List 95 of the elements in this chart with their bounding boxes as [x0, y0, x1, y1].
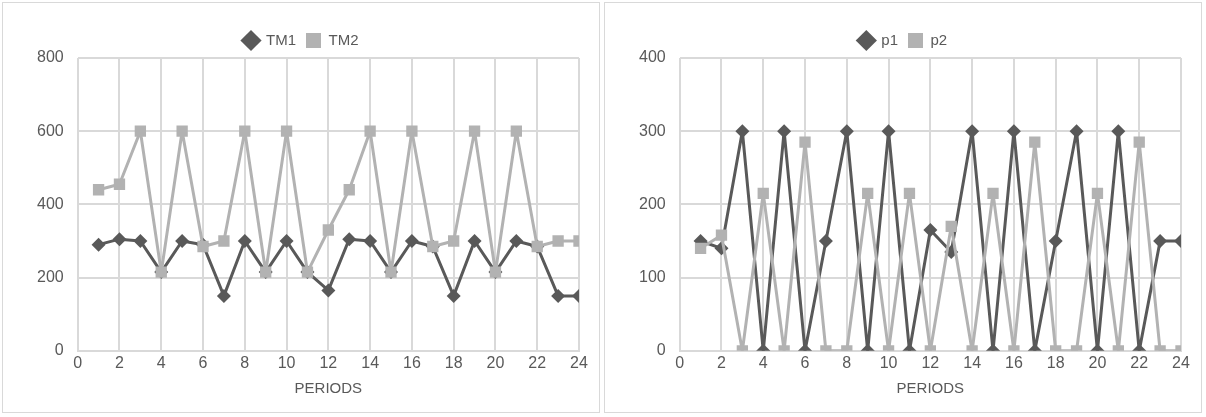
point — [965, 124, 980, 139]
point — [448, 235, 460, 247]
x-tick-label: 18 — [444, 353, 463, 371]
point — [903, 187, 916, 200]
x-tick-label: 2 — [717, 353, 727, 371]
x-tick-label: 16 — [1005, 353, 1023, 371]
x-tick-label: 6 — [800, 353, 810, 371]
y-tick-label: 200 — [638, 194, 666, 212]
point — [218, 235, 230, 247]
point — [987, 187, 999, 200]
x-tick-label: 14 — [963, 353, 982, 371]
point — [1006, 124, 1021, 139]
point — [92, 184, 105, 196]
point — [818, 234, 833, 248]
y-tick-label: 200 — [36, 268, 64, 286]
point — [404, 234, 419, 248]
point — [343, 184, 355, 196]
point — [1029, 136, 1041, 148]
x-tick-label: 0 — [675, 353, 685, 371]
point — [364, 125, 376, 137]
x-tick-label: 12 — [319, 353, 338, 371]
point — [468, 125, 481, 137]
point — [467, 234, 482, 248]
x-tick-label: 24 — [1172, 353, 1190, 371]
point — [239, 125, 251, 137]
x-tick-label: 18 — [1046, 353, 1065, 371]
x-tick-label: 4 — [758, 353, 768, 371]
x-tick-label: 10 — [879, 353, 898, 371]
y-tick-label: 800 — [36, 48, 64, 66]
x-tick-label: 12 — [921, 353, 940, 371]
point — [1048, 234, 1063, 248]
y-tick-label: 600 — [36, 121, 64, 139]
point — [799, 136, 811, 148]
x-tick-label: 8 — [240, 353, 250, 371]
point — [923, 223, 938, 238]
point — [175, 234, 190, 248]
point — [1091, 187, 1104, 200]
point — [112, 232, 127, 247]
point — [176, 125, 188, 137]
point — [134, 125, 147, 137]
point — [839, 124, 854, 139]
point — [279, 234, 294, 248]
y-tick-label: 0 — [54, 341, 64, 359]
x-tick-label: 22 — [528, 353, 547, 371]
x-tick-label: 14 — [361, 353, 380, 371]
point — [735, 124, 750, 139]
point — [1069, 124, 1084, 139]
y-tick-label: 100 — [638, 268, 666, 286]
point — [91, 237, 106, 252]
x-tick-label: 4 — [156, 353, 166, 371]
point — [1111, 124, 1126, 139]
point — [757, 187, 769, 200]
point — [342, 232, 357, 247]
y-tick-label: 300 — [638, 121, 666, 139]
point — [237, 234, 252, 248]
x-tick-label: 6 — [198, 353, 208, 371]
x-tick-label: 8 — [842, 353, 852, 371]
x-axis-title: PERIODS — [294, 379, 363, 397]
x-tick-label: 24 — [570, 353, 588, 371]
legend-label: TM1 — [266, 30, 296, 48]
x-axis-title: PERIODS — [896, 379, 965, 397]
point — [945, 220, 957, 233]
legend-label: p2 — [930, 30, 948, 48]
legend-label: TM2 — [328, 30, 359, 48]
x-tick-label: 22 — [1130, 353, 1149, 371]
point — [321, 283, 336, 298]
point — [551, 288, 566, 303]
point — [216, 288, 231, 303]
point — [446, 288, 461, 303]
point — [862, 187, 874, 200]
y-tick-label: 400 — [638, 48, 666, 66]
point — [113, 178, 126, 190]
point — [363, 234, 378, 248]
x-tick-label: 10 — [277, 353, 296, 371]
point — [509, 234, 524, 248]
point — [694, 242, 707, 254]
point — [881, 124, 896, 139]
y-tick-label: 0 — [656, 341, 666, 359]
x-tick-label: 20 — [1088, 353, 1107, 371]
point — [133, 234, 148, 248]
point — [1133, 136, 1145, 148]
point — [406, 125, 418, 137]
point — [280, 125, 293, 137]
point — [715, 229, 728, 241]
point — [777, 124, 792, 139]
y-tick-label: 400 — [36, 194, 64, 212]
x-tick-label: 2 — [115, 353, 125, 371]
point — [322, 224, 335, 236]
x-tick-label: 0 — [73, 353, 83, 371]
x-tick-label: 20 — [486, 353, 505, 371]
point — [552, 235, 564, 247]
x-tick-label: 16 — [403, 353, 421, 371]
legend-label: p1 — [881, 30, 898, 48]
point — [510, 125, 522, 137]
point — [1153, 234, 1168, 248]
